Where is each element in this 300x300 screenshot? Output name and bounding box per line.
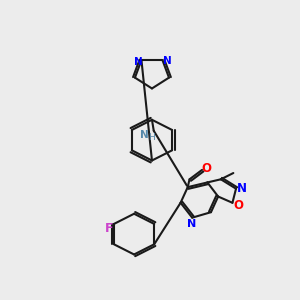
Text: N: N [237,182,247,195]
Text: N: N [187,219,196,229]
Text: N: N [163,56,171,66]
Text: O: O [202,162,212,175]
Text: H: H [148,133,154,142]
Text: N: N [134,57,143,67]
Text: N: N [140,130,149,140]
Text: F: F [105,222,114,235]
Text: O: O [234,199,244,212]
